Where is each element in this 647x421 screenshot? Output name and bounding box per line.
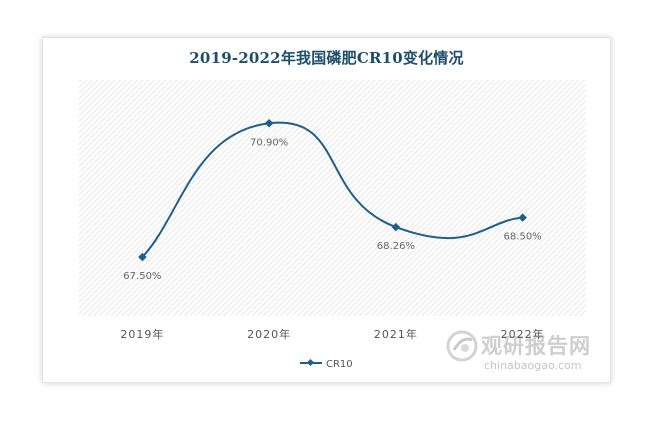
- data-point-marker: [264, 119, 274, 128]
- data-point-marker: [391, 222, 401, 232]
- data-label: 67.50%: [123, 271, 161, 282]
- data-point-marker: [138, 252, 147, 262]
- data-label: 70.90%: [250, 137, 288, 148]
- watermark-logo-icon: [446, 330, 478, 362]
- legend-marker: [306, 358, 315, 367]
- series-line-cr10: [141, 121, 523, 258]
- chart-card: 2019-2022年我国磷肥CR10变化情况 观研报告网 chinabaogao…: [42, 37, 611, 383]
- plot-area: [79, 80, 586, 316]
- x-tick-label: 2021年: [374, 327, 418, 341]
- watermark: 观研报告网 chinabaogao.com: [446, 330, 591, 372]
- x-tick-label: 2020年: [247, 327, 291, 341]
- watermark-text-cn: 观研报告网: [481, 334, 591, 358]
- data-label: 68.26%: [377, 241, 415, 252]
- legend-label-cr10: CR10: [326, 359, 353, 370]
- x-tick-label: 2019年: [120, 327, 164, 341]
- watermark-text-en: chinabaogao.com: [484, 359, 582, 372]
- legend: CR10: [300, 358, 353, 370]
- data-label: 68.50%: [504, 232, 542, 243]
- chart-title: 2019-2022年我国磷肥CR10变化情况: [189, 49, 464, 67]
- x-tick-label: 2022年: [501, 327, 545, 341]
- line-chart: 观研报告网 chinabaogao.com 2019年 2020年 2021年 202…: [79, 80, 591, 372]
